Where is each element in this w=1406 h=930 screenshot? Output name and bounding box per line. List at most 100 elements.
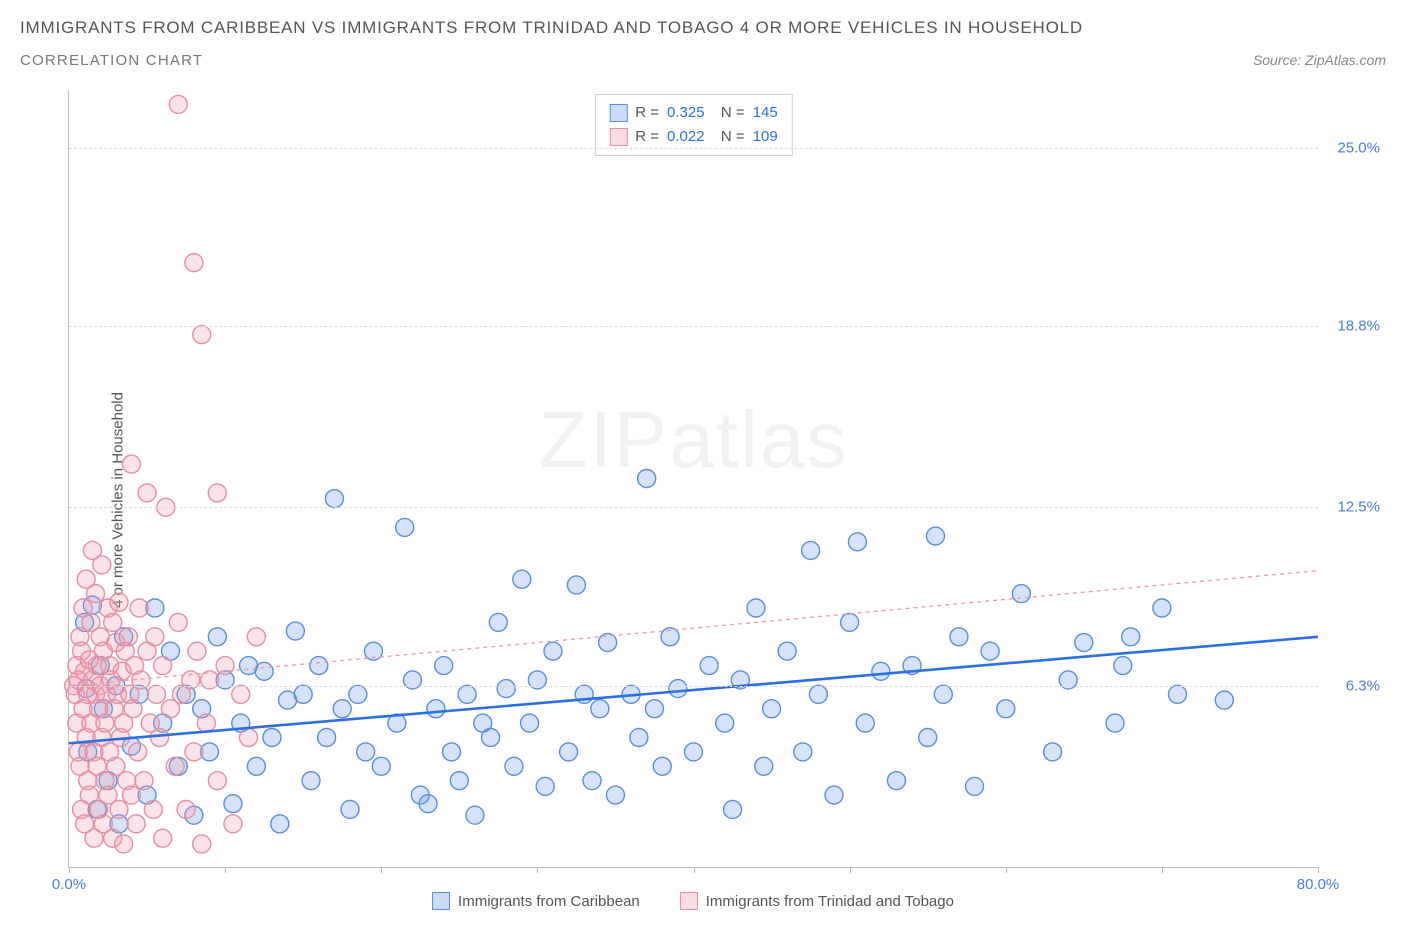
data-point: [185, 254, 203, 272]
data-point: [950, 628, 968, 646]
data-point: [466, 806, 484, 824]
data-point: [638, 470, 656, 488]
data-point: [1075, 634, 1093, 652]
x-tick-mark: [537, 867, 538, 873]
data-point: [341, 800, 359, 818]
data-point: [1106, 714, 1124, 732]
x-tick-mark: [850, 867, 851, 873]
data-point: [669, 680, 687, 698]
y-tick-label: 12.5%: [1324, 499, 1380, 516]
data-point: [349, 685, 367, 703]
legend-label-pink: Immigrants from Trinidad and Tobago: [706, 893, 954, 910]
stat-n-blue: 145: [753, 101, 778, 125]
data-point: [450, 772, 468, 790]
data-point: [934, 685, 952, 703]
data-point: [809, 685, 827, 703]
stats-row-pink: R = 0.022 N = 109: [609, 125, 777, 149]
data-point: [122, 786, 140, 804]
data-point: [129, 743, 147, 761]
data-point: [630, 729, 648, 747]
data-point: [193, 835, 211, 853]
data-point: [124, 700, 142, 718]
data-point: [127, 815, 145, 833]
data-point: [536, 777, 554, 795]
data-point: [599, 634, 617, 652]
y-tick-label: 18.8%: [1324, 317, 1380, 334]
data-point: [1215, 691, 1233, 709]
data-point: [115, 835, 133, 853]
data-point: [87, 585, 105, 603]
data-point: [747, 599, 765, 617]
stat-n-label: N =: [713, 101, 745, 125]
data-point: [856, 714, 874, 732]
x-tick-mark: [1006, 867, 1007, 873]
y-tick-label: 25.0%: [1324, 139, 1380, 156]
data-point: [169, 95, 187, 113]
data-point: [396, 518, 414, 536]
x-tick-mark: [1318, 867, 1319, 873]
x-tick-mark: [1162, 867, 1163, 873]
data-point: [966, 777, 984, 795]
swatch-blue-icon: [609, 104, 627, 122]
data-point: [653, 757, 671, 775]
data-point: [144, 800, 162, 818]
data-point: [208, 484, 226, 502]
data-point: [197, 714, 215, 732]
data-point: [1153, 599, 1171, 617]
data-point: [981, 642, 999, 660]
data-point: [997, 700, 1015, 718]
data-point: [372, 757, 390, 775]
chart-area: 4 or more Vehicles in Household ZIPatlas…: [20, 90, 1386, 910]
data-point: [255, 662, 273, 680]
data-point: [872, 662, 890, 680]
data-point: [154, 829, 172, 847]
data-point: [110, 593, 128, 611]
data-point: [560, 743, 578, 761]
data-point: [802, 541, 820, 559]
data-point: [919, 729, 937, 747]
data-point: [1114, 657, 1132, 675]
data-point: [104, 613, 122, 631]
data-point: [458, 685, 476, 703]
data-point: [435, 657, 453, 675]
data-point: [583, 772, 601, 790]
data-point: [716, 714, 734, 732]
data-point: [110, 800, 128, 818]
gridline-h: [69, 148, 1318, 149]
data-point: [286, 622, 304, 640]
data-point: [147, 685, 165, 703]
x-tick-mark: [225, 867, 226, 873]
data-point: [841, 613, 859, 631]
legend-label-blue: Immigrants from Caribbean: [458, 893, 640, 910]
data-point: [567, 576, 585, 594]
data-point: [271, 815, 289, 833]
data-point: [1122, 628, 1140, 646]
legend-item-blue: Immigrants from Caribbean: [432, 892, 640, 910]
data-point: [700, 657, 718, 675]
data-point: [1168, 685, 1186, 703]
data-point: [188, 642, 206, 660]
trend-line: [69, 637, 1318, 743]
data-point: [887, 772, 905, 790]
data-point: [825, 786, 843, 804]
data-point: [93, 556, 111, 574]
data-point: [419, 795, 437, 813]
legend-item-pink: Immigrants from Trinidad and Tobago: [680, 892, 954, 910]
data-point: [224, 795, 242, 813]
swatch-pink-icon: [680, 892, 698, 910]
data-point: [926, 527, 944, 545]
data-point: [166, 757, 184, 775]
stat-r-label: R =: [635, 101, 659, 125]
stat-r-blue: 0.325: [667, 101, 705, 125]
stat-r-pink: 0.022: [667, 125, 705, 149]
data-point: [606, 786, 624, 804]
data-point: [193, 326, 211, 344]
gridline-h: [69, 686, 1318, 687]
x-tick-mark: [694, 867, 695, 873]
data-point: [247, 757, 265, 775]
data-point: [135, 772, 153, 790]
plot-region: ZIPatlas R = 0.325 N = 145 R = 0.022 N =…: [68, 90, 1318, 868]
y-tick-label: 6.3%: [1324, 677, 1380, 694]
data-point: [427, 700, 445, 718]
gridline-h: [69, 326, 1318, 327]
